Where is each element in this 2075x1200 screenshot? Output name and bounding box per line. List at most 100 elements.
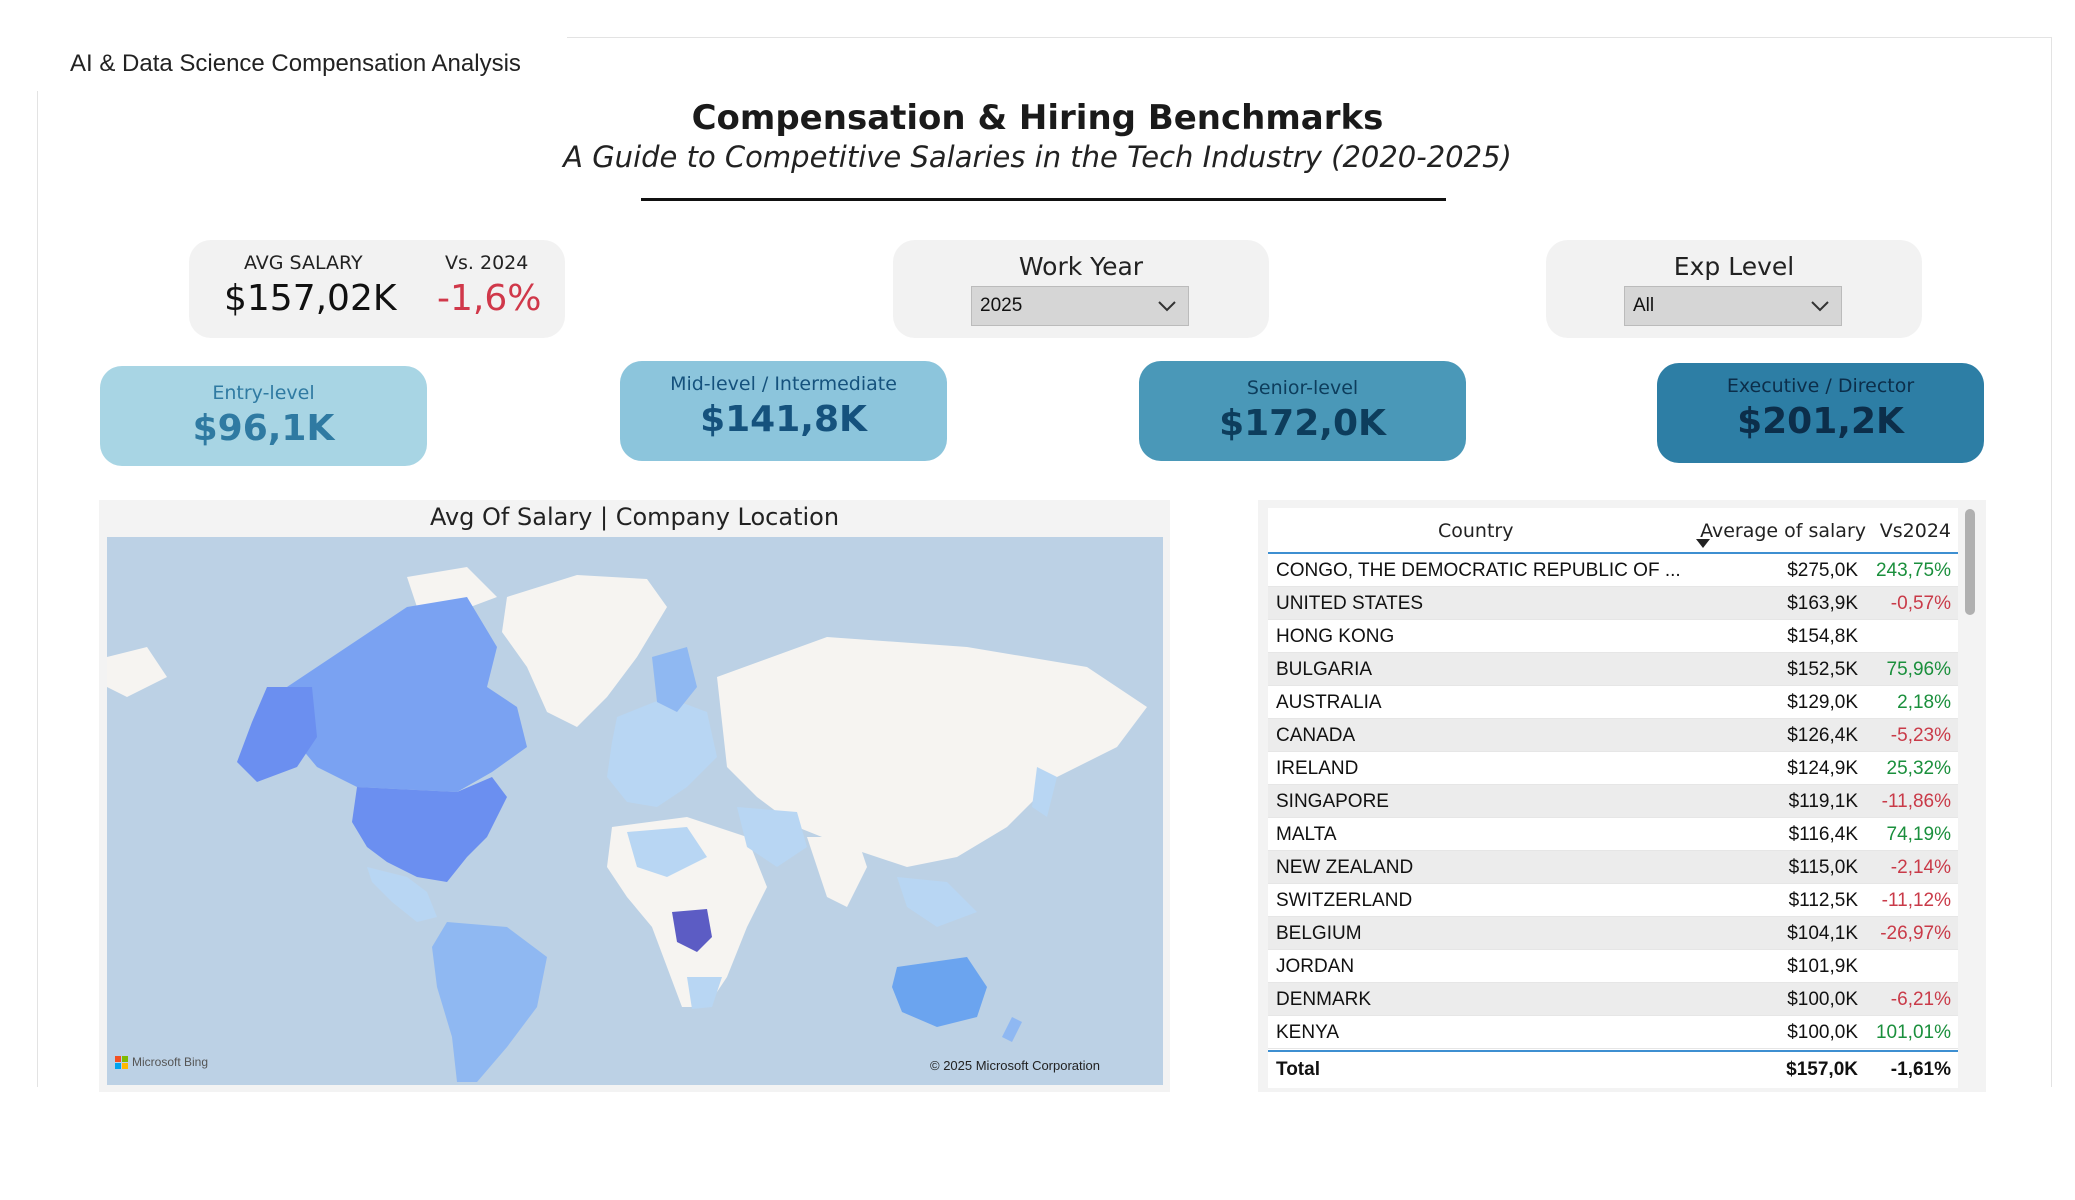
north-africa-data	[627, 827, 707, 877]
southern-africa	[687, 977, 722, 1009]
work-year-dropdown[interactable]: 2025	[971, 286, 1189, 326]
greenland	[502, 575, 667, 727]
table-row[interactable]: AUSTRALIA $129,0K 2,18%	[1268, 686, 1958, 719]
work-year-selected: 2025	[980, 295, 1023, 316]
table-row[interactable]: SWITZERLAND $112,5K -11,12%	[1268, 884, 1958, 917]
vs2024-cell: 101,01%	[1875, 1021, 1951, 1043]
header-underline	[1268, 552, 1958, 554]
column-header-country[interactable]: Country	[1438, 520, 1514, 542]
table-row[interactable]: NEW ZEALAND $115,0K -2,14%	[1268, 851, 1958, 884]
new-zealand	[1002, 1017, 1022, 1042]
level-label: Entry-level	[212, 382, 315, 404]
india	[807, 837, 867, 907]
vs-year-label: Vs. 2024	[445, 252, 529, 274]
vs2024-cell: 243,75%	[1875, 559, 1951, 581]
country-cell: DENMARK	[1276, 988, 1372, 1010]
vs2024-cell: -0,57%	[1890, 592, 1951, 614]
world-map[interactable]: Microsoft Bing © 2025 Microsoft Corporat…	[107, 537, 1163, 1085]
salary-cell: $124,9K	[1787, 757, 1858, 779]
vs2024-cell: -11,86%	[1881, 790, 1951, 812]
page-subtitle: A Guide to Competitive Salaries in the T…	[563, 140, 1512, 174]
table-row[interactable]: CONGO, THE DEMOCRATIC REPUBLIC OF ... $27…	[1268, 554, 1958, 587]
work-year-label: Work Year	[1018, 252, 1144, 281]
salary-cell: $116,4K	[1788, 823, 1858, 845]
country-table: Country Average of salary Vs2024 CONGO, …	[1268, 508, 1958, 1088]
country-cell: HONG KONG	[1276, 625, 1395, 647]
country-cell: AUSTRALIA	[1276, 691, 1382, 713]
vs2024-cell: -2,14%	[1890, 856, 1951, 878]
country-cell: IRELAND	[1276, 757, 1359, 779]
united-states	[352, 777, 507, 882]
vs2024-cell: 74,19%	[1886, 823, 1951, 845]
bing-logo-text: Microsoft Bing	[132, 1055, 209, 1069]
windows-logo-icon	[115, 1055, 128, 1069]
level-label: Mid-level / Intermediate	[670, 373, 897, 395]
salary-cell: $129,0K	[1787, 691, 1858, 713]
map-title: Avg Of Salary | Company Location	[429, 503, 840, 531]
salary-cell: $101,9K	[1787, 955, 1858, 977]
column-header-average-salary[interactable]: Average of salary	[1700, 520, 1866, 542]
chevron-down-icon	[1811, 301, 1829, 312]
country-cell: NEW ZEALAND	[1276, 856, 1414, 878]
chevron-down-icon	[1158, 301, 1176, 312]
level-value: $96,1K	[192, 408, 335, 449]
mexico	[367, 867, 437, 922]
vs2024-cell	[1863, 950, 1951, 983]
country-cell: BELGIUM	[1276, 922, 1362, 944]
work-year-slicer: Work Year 2025	[893, 240, 1269, 338]
vs2024-cell: 25,32%	[1886, 757, 1951, 779]
page-title: Compensation & Hiring Benchmarks	[691, 98, 1384, 138]
vs2024-cell: -5,23%	[1890, 724, 1951, 746]
salary-cell: $115,0K	[1788, 856, 1858, 878]
table-scrollbar[interactable]	[1965, 509, 1975, 615]
table-row[interactable]: KENYA $100,0K 101,01%	[1268, 1016, 1958, 1049]
congo	[672, 909, 712, 952]
table-row[interactable]: DENMARK $100,0K -6,21%	[1268, 983, 1958, 1016]
vs2024-cell: -26,97%	[1880, 922, 1951, 944]
europe	[607, 697, 717, 807]
avg-salary-label: AVG SALARY	[244, 252, 363, 274]
sort-descending-icon	[1696, 539, 1710, 548]
vs-year-value: -1,6%	[437, 278, 542, 319]
exp-level-dropdown[interactable]: All	[1624, 286, 1842, 326]
canada	[287, 597, 527, 792]
total-vs: -1,61%	[1890, 1058, 1951, 1080]
total-divider	[1268, 1050, 1958, 1052]
salary-cell: $100,0K	[1787, 988, 1858, 1010]
table-row[interactable]: IRELAND $124,9K 25,32%	[1268, 752, 1958, 785]
russia-asia	[717, 637, 1147, 867]
column-header-vs2024[interactable]: Vs2024	[1879, 520, 1951, 542]
table-row[interactable]: BULGARIA $152,5K 75,96%	[1268, 653, 1958, 686]
table-row[interactable]: JORDAN $101,9K	[1268, 950, 1958, 983]
country-cell: BULGARIA	[1276, 658, 1373, 680]
alaska	[237, 687, 317, 782]
australia	[892, 957, 987, 1027]
avg-salary-value: $157,02K	[224, 278, 397, 319]
middle-east	[737, 807, 807, 867]
country-table-panel: Country Average of salary Vs2024 CONGO, …	[1258, 500, 1986, 1092]
level-label: Executive / Director	[1726, 375, 1915, 397]
arctic-islands	[407, 567, 497, 612]
table-row[interactable]: HONG KONG $154,8K	[1268, 620, 1958, 653]
country-cell: SWITZERLAND	[1276, 889, 1413, 911]
exp-level-label: Exp Level	[1673, 252, 1795, 281]
country-cell: CONGO, THE DEMOCRATIC REPUBLIC OF ...	[1276, 559, 1681, 581]
total-label: Total	[1276, 1058, 1320, 1080]
table-row[interactable]: UNITED STATES $163,9K -0,57%	[1268, 587, 1958, 620]
table-row[interactable]: MALTA $116,4K 74,19%	[1268, 818, 1958, 851]
salary-cell: $275,0K	[1787, 559, 1858, 581]
east-russia	[107, 647, 167, 697]
bing-logo: Microsoft Bing	[115, 1055, 208, 1069]
table-row[interactable]: CANADA $126,4K -5,23%	[1268, 719, 1958, 752]
report-tab-title: AI & Data Science Compensation Analysis	[37, 37, 567, 91]
japan	[1032, 767, 1057, 817]
table-row[interactable]: SINGAPORE $119,1K -11,86%	[1268, 785, 1958, 818]
exp-level-slicer: Exp Level All	[1546, 240, 1922, 338]
senior-level-card: Senior-level $172,0K	[1139, 361, 1466, 461]
south-america	[432, 922, 547, 1082]
total-salary: $157,0K	[1786, 1058, 1858, 1080]
country-cell: MALTA	[1276, 823, 1337, 845]
table-row[interactable]: BELGIUM $104,1K -26,97%	[1268, 917, 1958, 950]
entry-level-card: Entry-level $96,1K	[100, 366, 427, 466]
vs2024-cell: -11,12%	[1881, 889, 1951, 911]
